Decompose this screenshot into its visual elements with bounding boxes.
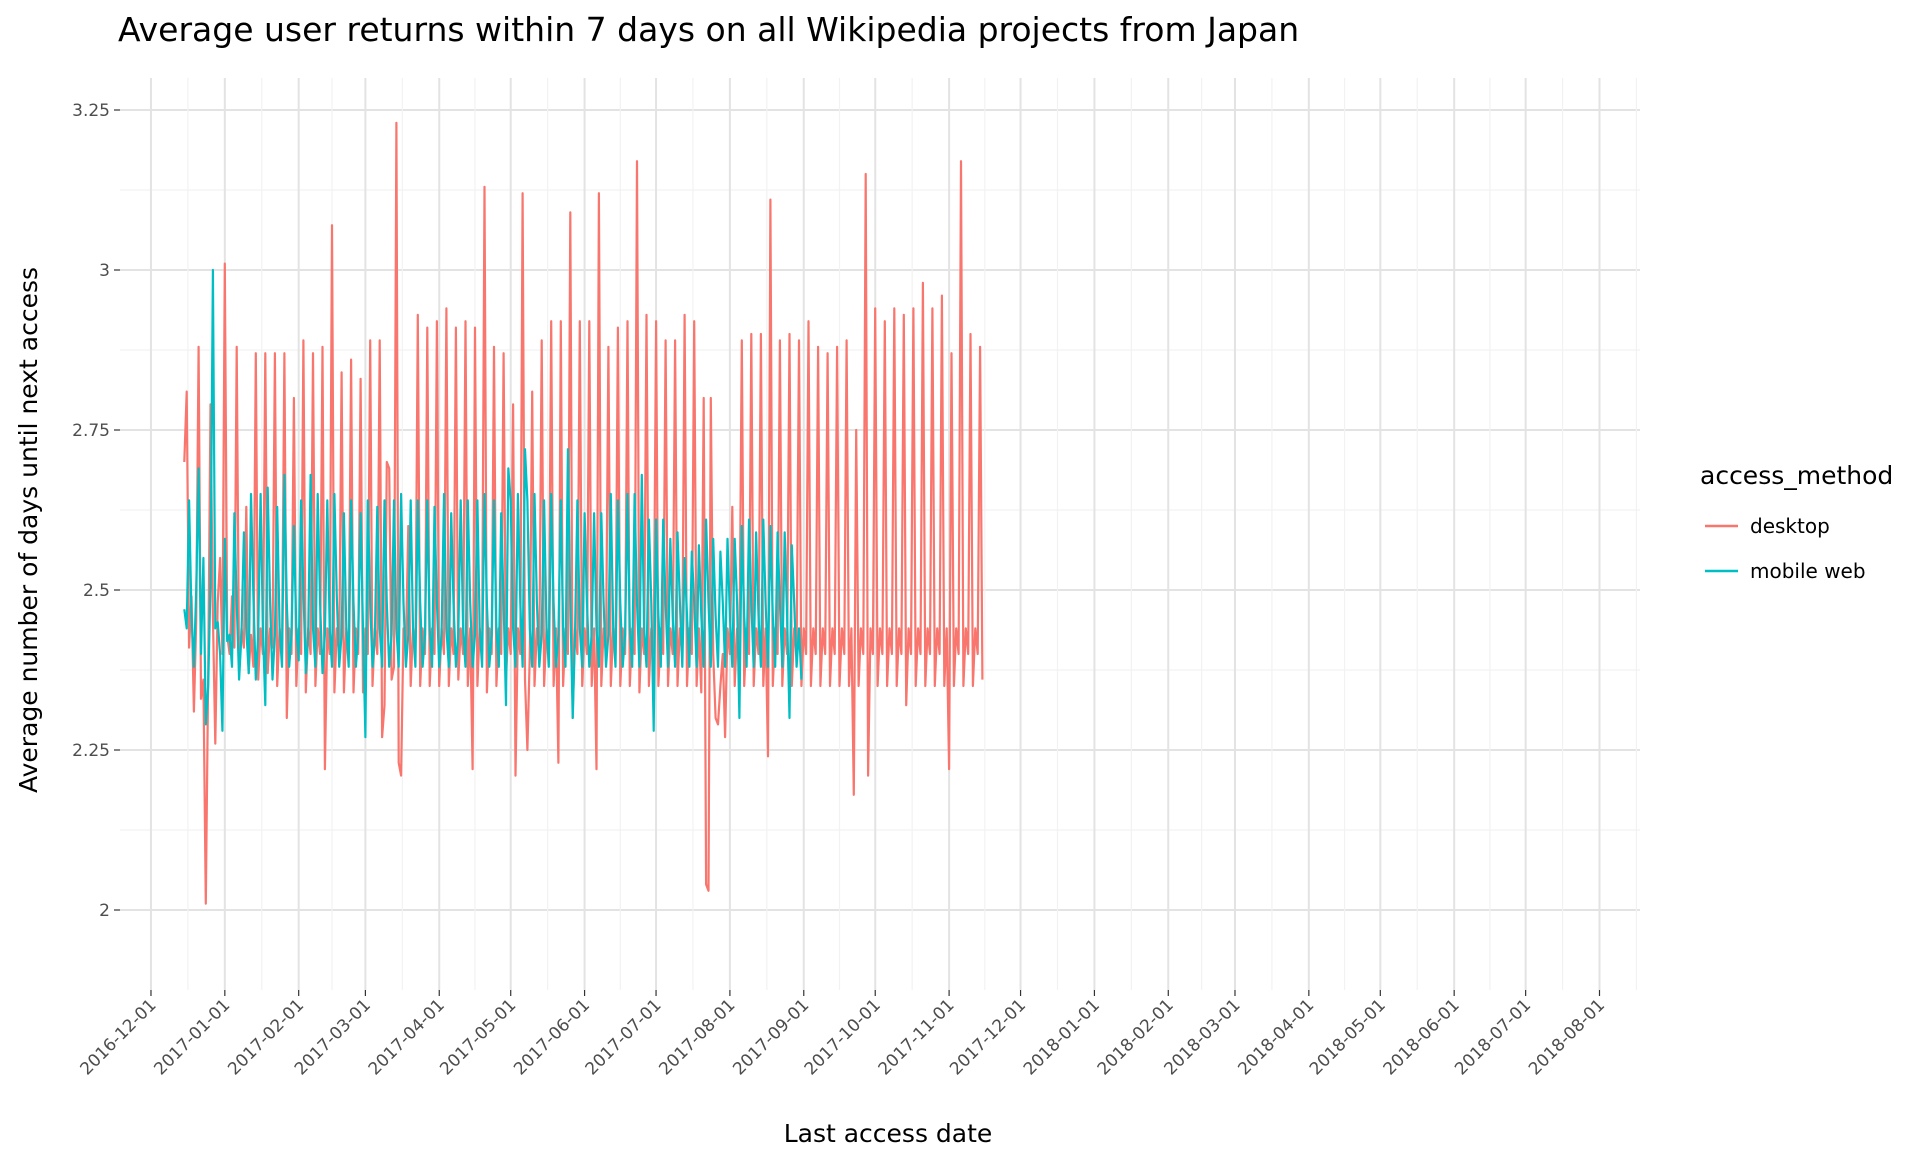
grid — [120, 78, 1640, 990]
y-tick-label: 3 — [99, 261, 110, 281]
x-tick-label: 2017-10-01 — [801, 995, 885, 1079]
legend-label: desktop — [1750, 514, 1830, 538]
x-axis-ticks: 2016-12-012017-01-012017-02-012017-03-01… — [77, 990, 1609, 1079]
x-tick-label: 2017-06-01 — [510, 995, 594, 1079]
chart-title: Average user returns within 7 days on al… — [118, 10, 1300, 49]
x-tick-label: 2018-04-01 — [1234, 995, 1318, 1079]
plot-panel — [120, 78, 1640, 990]
y-tick-label: 3.25 — [72, 101, 110, 121]
x-tick-label: 2017-12-01 — [946, 995, 1030, 1079]
x-tick-label: 2017-08-01 — [655, 995, 739, 1079]
y-tick-label: 2.75 — [72, 421, 110, 441]
x-tick-label: 2017-04-01 — [365, 995, 449, 1079]
x-tick-label: 2016-12-01 — [77, 995, 161, 1079]
legend: access_method desktop mobile web — [1700, 461, 1893, 583]
x-axis-title: Last access date — [784, 1119, 993, 1148]
y-axis-ticks: 2 2.25 2.5 2.75 3 3.25 — [72, 101, 120, 921]
x-tick-label: 2018-07-01 — [1451, 995, 1535, 1079]
legend-title: access_method — [1700, 461, 1893, 490]
y-tick-label: 2.25 — [72, 741, 110, 761]
legend-label: mobile web — [1750, 559, 1866, 583]
y-tick-label: 2.5 — [83, 581, 110, 601]
x-tick-label: 2017-09-01 — [729, 995, 813, 1079]
series-lines — [183, 121, 984, 905]
series-line-mobile-web — [183, 268, 803, 739]
y-axis-title: Average number of days until next access — [14, 267, 43, 793]
y-tick-label: 2 — [99, 901, 110, 921]
x-tick-label: 2018-01-01 — [1020, 995, 1104, 1079]
x-tick-label: 2018-08-01 — [1525, 995, 1609, 1079]
x-tick-label: 2017-01-01 — [150, 995, 234, 1079]
x-tick-label: 2017-05-01 — [436, 995, 520, 1079]
x-tick-label: 2018-06-01 — [1380, 995, 1464, 1079]
x-tick-label: 2018-05-01 — [1306, 995, 1390, 1079]
x-tick-label: 2017-11-01 — [875, 995, 959, 1079]
x-tick-label: 2017-07-01 — [582, 995, 666, 1079]
